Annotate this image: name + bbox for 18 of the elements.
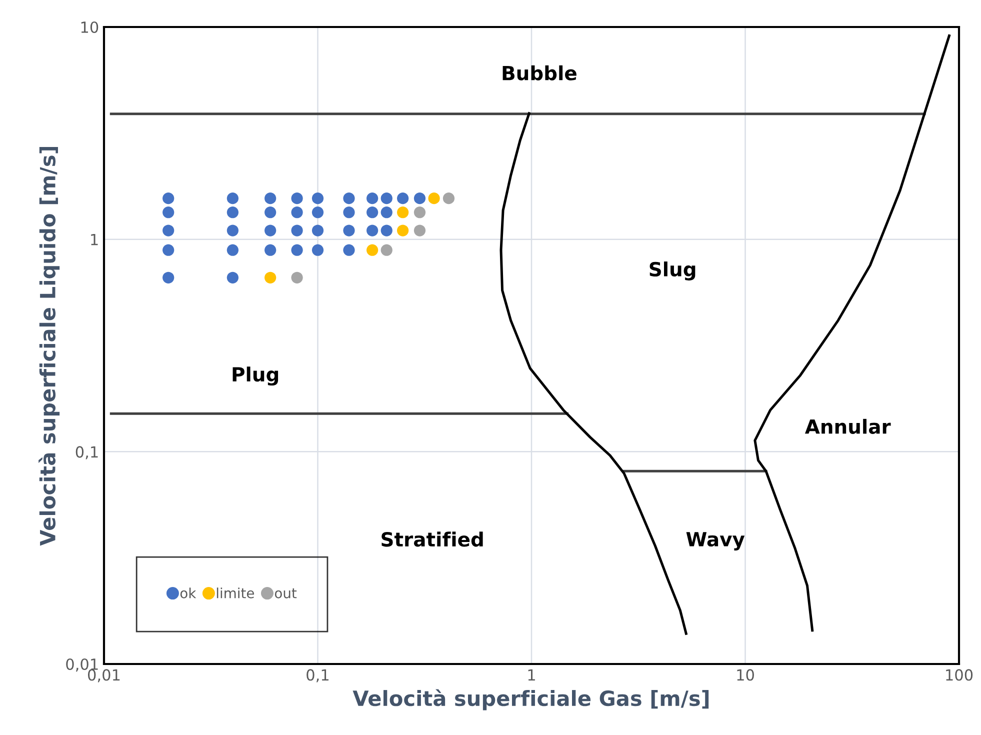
y-tick-label: 1 xyxy=(91,234,98,246)
x-tick-label: 0,1 xyxy=(306,669,328,682)
annotation: Stratified xyxy=(382,532,483,547)
annotation: Plug xyxy=(232,366,278,386)
y-tick-label: 0,1 xyxy=(76,446,98,460)
legend-label: limite xyxy=(216,588,254,598)
legend-label: out xyxy=(274,588,297,598)
x-tick-label: 100 xyxy=(946,669,973,681)
y-axis-title: Velocità superficiale Liquido [m/s] xyxy=(38,146,60,546)
annotation: Wavy xyxy=(686,532,745,550)
annotation: Slug xyxy=(650,261,696,280)
annotation: Bubble xyxy=(502,65,576,80)
x-tick-label: 1 xyxy=(528,669,535,680)
x-axis-title: Velocità superficiale Gas [m/s] xyxy=(352,689,709,710)
x-tick-label: 10 xyxy=(737,669,754,681)
y-tick-label: 10 xyxy=(81,21,98,34)
annotation: Annular xyxy=(804,418,891,434)
legend-label: ok xyxy=(180,588,196,598)
